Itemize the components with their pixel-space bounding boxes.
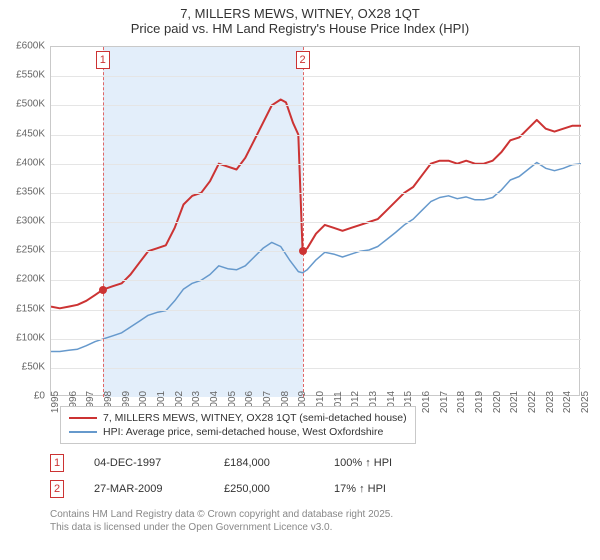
chart: 12 £0£50K£100K£150K£200K£250K£300K£350K£… [50,46,580,396]
legend-swatch [69,431,97,433]
x-tick-label: 2021 [509,391,520,413]
y-tick-label: £550K [16,70,45,81]
event-date: 27-MAR-2009 [94,483,194,495]
legend-label: 7, MILLERS MEWS, WITNEY, OX28 1QT (semi-… [103,412,407,424]
x-tick-label: 2019 [474,391,485,413]
sale-events: 1 04-DEC-1997 £184,000 100% ↑ HPI 2 27-MAR-20… [50,450,580,502]
y-tick-label: £400K [16,157,45,168]
plot-area: 12 [50,46,580,396]
series-price_paid [51,100,581,309]
y-tick-label: £0 [34,391,45,402]
y-tick-label: £300K [16,216,45,227]
footer-line1: Contains HM Land Registry data © Crown c… [50,508,580,521]
title-line2: Price paid vs. HM Land Registry's House … [0,21,600,36]
title-line1: 7, MILLERS MEWS, WITNEY, OX28 1QT [0,6,600,21]
event-pct: 17% ↑ HPI [334,483,424,495]
legend-row: 7, MILLERS MEWS, WITNEY, OX28 1QT (semi-… [69,411,407,425]
event-price: £184,000 [224,457,304,469]
sale-marker-line [303,47,304,397]
x-tick-label: 2025 [580,391,591,413]
footer: Contains HM Land Registry data © Crown c… [50,508,580,534]
event-price: £250,000 [224,483,304,495]
series-hpi [51,163,581,352]
sale-marker-badge: 2 [296,51,310,69]
event-badge: 1 [50,454,64,472]
event-row: 1 04-DEC-1997 £184,000 100% ↑ HPI [50,450,580,476]
x-tick-label: 2018 [456,391,467,413]
y-tick-label: £350K [16,186,45,197]
legend-label: HPI: Average price, semi-detached house,… [103,426,383,438]
legend: 7, MILLERS MEWS, WITNEY, OX28 1QT (semi-… [60,406,416,444]
y-tick-label: £50K [22,361,45,372]
sale-point [99,286,107,294]
x-tick-label: 2017 [439,391,450,413]
legend-row: HPI: Average price, semi-detached house,… [69,425,407,439]
y-tick-label: £200K [16,274,45,285]
chart-title: 7, MILLERS MEWS, WITNEY, OX28 1QT Price … [0,0,600,38]
x-tick-label: 2024 [562,391,573,413]
y-tick-label: £500K [16,99,45,110]
y-tick-label: £250K [16,245,45,256]
y-tick-label: £450K [16,128,45,139]
x-tick-label: 2016 [421,391,432,413]
event-row: 2 27-MAR-2009 £250,000 17% ↑ HPI [50,476,580,502]
footer-line2: This data is licensed under the Open Gov… [50,521,580,534]
sale-point [299,247,307,255]
x-tick-label: 2022 [527,391,538,413]
event-badge: 2 [50,480,64,498]
y-tick-label: £600K [16,41,45,52]
x-tick-label: 2020 [492,391,503,413]
sale-marker-badge: 1 [96,51,110,69]
event-pct: 100% ↑ HPI [334,457,424,469]
event-date: 04-DEC-1997 [94,457,194,469]
sale-marker-line [103,47,104,397]
y-tick-label: £100K [16,332,45,343]
x-tick-label: 2023 [545,391,556,413]
y-tick-label: £150K [16,303,45,314]
legend-swatch [69,417,97,419]
